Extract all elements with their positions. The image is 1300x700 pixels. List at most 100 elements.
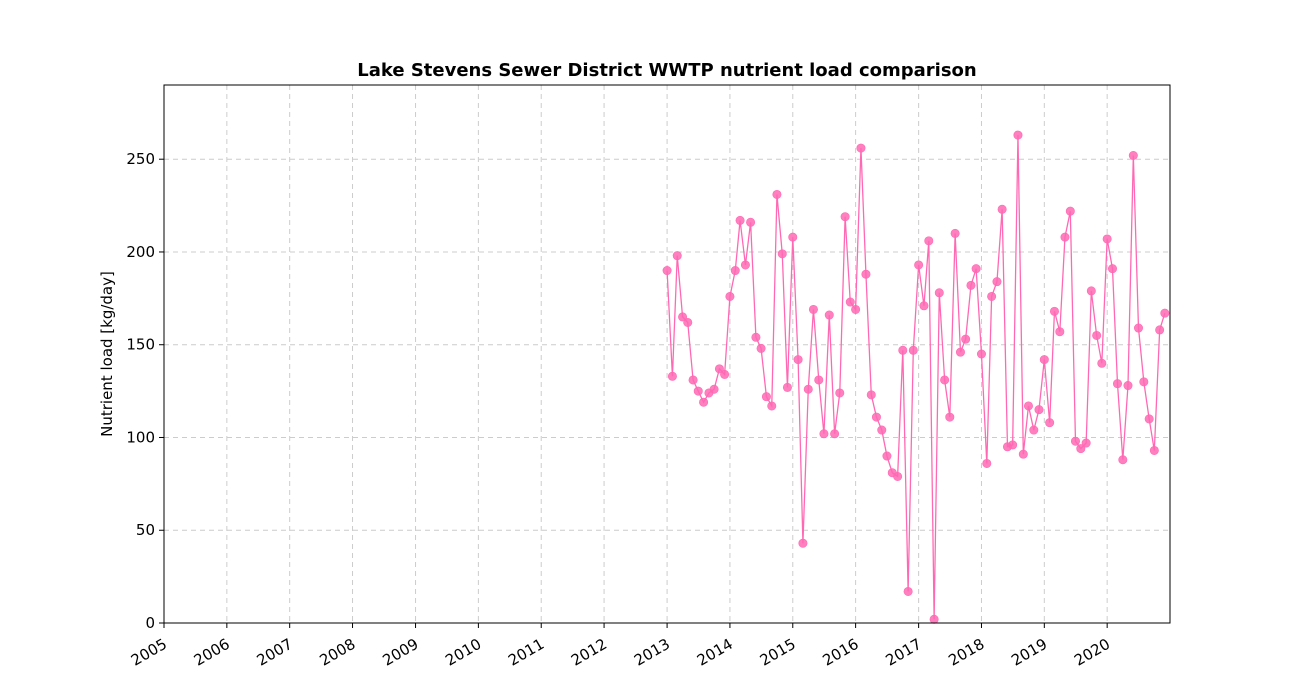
data-point	[830, 429, 840, 439]
data-point	[940, 375, 950, 385]
data-point	[1118, 455, 1128, 465]
data-point	[693, 386, 703, 396]
data-point	[803, 384, 813, 394]
x-tick-label: 2013	[631, 635, 673, 670]
data-point	[982, 458, 992, 468]
data-point	[678, 312, 688, 322]
data-point	[934, 288, 944, 298]
data-point	[699, 397, 709, 407]
x-tick-label: 2011	[505, 635, 547, 670]
data-point	[976, 349, 986, 359]
data-point	[662, 266, 672, 276]
data-point	[955, 347, 965, 357]
data-point	[1097, 358, 1107, 368]
data-point	[782, 382, 792, 392]
x-tick-label: 2014	[694, 635, 736, 670]
data-point	[1039, 355, 1049, 365]
data-point	[945, 412, 955, 422]
data-point	[735, 215, 745, 225]
data-point	[751, 332, 761, 342]
data-point	[777, 249, 787, 259]
data-point	[709, 384, 719, 394]
data-point	[814, 375, 824, 385]
data-point	[1060, 232, 1070, 242]
data-point	[740, 260, 750, 270]
plot-frame	[163, 84, 1171, 624]
data-point	[819, 429, 829, 439]
data-point	[1029, 425, 1039, 435]
x-tick-label: 2009	[379, 635, 421, 670]
data-point	[730, 266, 740, 276]
data-point	[1049, 306, 1059, 316]
data-point	[761, 392, 771, 402]
y-tick-label: 150	[126, 336, 155, 354]
x-tick-label: 2019	[1008, 635, 1050, 670]
x-tick-label: 2017	[883, 635, 925, 670]
data-point	[903, 586, 913, 596]
data-point	[871, 412, 881, 422]
x-tick-label: 2010	[442, 635, 484, 670]
series-line	[666, 135, 1166, 620]
data-point	[772, 189, 782, 199]
data-point	[1055, 327, 1065, 337]
x-tick-label: 2005	[128, 635, 170, 670]
x-tick-label: 2020	[1071, 635, 1113, 670]
data-point	[1092, 330, 1102, 340]
data-point	[851, 304, 861, 314]
y-tick-label: 250	[126, 150, 155, 168]
data-point	[987, 291, 997, 301]
y-axis-label: Nutrient load [kg/day]	[98, 271, 116, 437]
data-point	[1128, 150, 1138, 160]
data-point	[1013, 130, 1023, 140]
data-point	[992, 277, 1002, 287]
data-point	[1034, 405, 1044, 415]
data-point	[1045, 418, 1055, 428]
data-point	[672, 251, 682, 261]
data-point	[929, 614, 939, 624]
data-point	[861, 269, 871, 279]
data-point	[1144, 414, 1154, 424]
data-point	[908, 345, 918, 355]
data-point	[1086, 286, 1096, 296]
data-point	[798, 538, 808, 548]
data-point	[725, 291, 735, 301]
data-point	[1076, 444, 1086, 454]
data-point	[1155, 325, 1165, 335]
y-tick-label: 50	[136, 521, 155, 539]
data-point	[1107, 264, 1117, 274]
data-point	[882, 451, 892, 461]
data-point	[866, 390, 876, 400]
data-point	[667, 371, 677, 381]
data-point	[746, 217, 756, 227]
x-tick-label: 2008	[316, 635, 358, 670]
data-point	[950, 228, 960, 238]
data-point	[971, 264, 981, 274]
data-point	[1018, 449, 1028, 459]
data-point	[877, 425, 887, 435]
data-point	[1139, 377, 1149, 387]
x-tick-label: 2015	[757, 635, 799, 670]
x-tick-label: 2007	[254, 635, 296, 670]
data-point	[1160, 308, 1170, 318]
data-point	[919, 301, 929, 311]
data-point	[997, 204, 1007, 214]
grid	[163, 85, 1170, 623]
data-point	[835, 388, 845, 398]
data-point	[788, 232, 798, 242]
data-point	[683, 317, 693, 327]
data-point	[1065, 206, 1075, 216]
data-point	[1102, 234, 1112, 244]
data-point	[1112, 379, 1122, 389]
data-point	[893, 471, 903, 481]
data-point	[924, 236, 934, 246]
data-point	[756, 343, 766, 353]
data-point	[1123, 381, 1133, 391]
data-point	[961, 334, 971, 344]
data-point	[1081, 438, 1091, 448]
data-point	[840, 212, 850, 222]
data-point	[808, 304, 818, 314]
data-point	[720, 369, 730, 379]
series-group	[662, 130, 1170, 624]
y-tick-label: 0	[145, 614, 155, 632]
